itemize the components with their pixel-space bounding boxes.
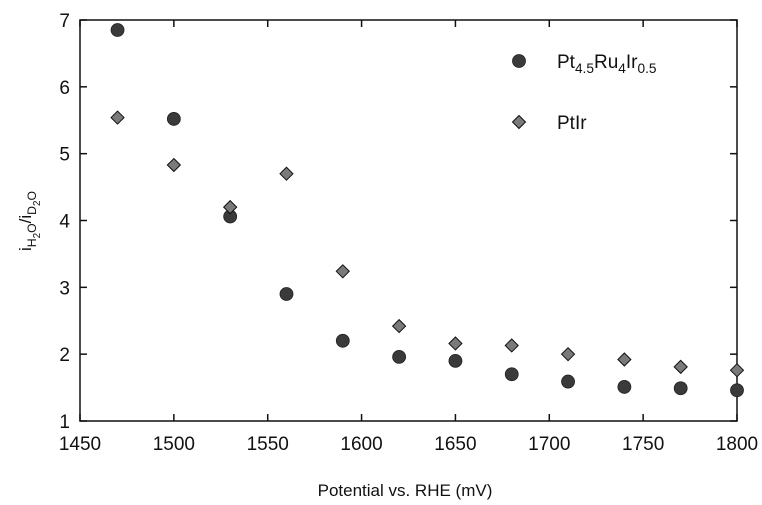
label-part: 4 bbox=[618, 61, 626, 76]
circle-point bbox=[392, 349, 407, 364]
label-part: Ir bbox=[626, 52, 638, 73]
y-axis-title: iH2O/iD2O bbox=[16, 191, 43, 251]
plot-frame bbox=[79, 19, 738, 422]
diamond-point bbox=[335, 264, 351, 279]
x-axis-ticks: 1450 1500 1550 1600 1650 1700 1750 1800 bbox=[59, 20, 758, 455]
diamond-point bbox=[448, 336, 463, 351]
diamond-point bbox=[560, 346, 576, 362]
x-tick-label: 1800 bbox=[716, 434, 758, 455]
legend-label: PtIr bbox=[557, 113, 587, 134]
y-tick-label: 3 bbox=[59, 278, 70, 299]
diamond-point bbox=[279, 166, 294, 181]
y-tick-label: 7 bbox=[59, 11, 70, 32]
circle-point bbox=[561, 374, 575, 389]
x-tick-label: 1600 bbox=[340, 434, 382, 455]
circle-point bbox=[730, 383, 744, 398]
y-tick-label: 4 bbox=[59, 212, 70, 233]
circle-point bbox=[673, 381, 688, 396]
diamond-point bbox=[504, 338, 519, 353]
data-points bbox=[110, 23, 745, 398]
y-title-part: O bbox=[25, 223, 39, 233]
y-title-part: /i bbox=[16, 215, 35, 224]
x-tick-label: 1750 bbox=[622, 434, 664, 455]
circle-point bbox=[279, 287, 294, 301]
legend-diamond-marker bbox=[511, 114, 527, 130]
y-axis-ticks: 1 2 3 4 5 6 7 bbox=[59, 11, 737, 433]
y-title-part: 2 bbox=[32, 233, 43, 238]
y-tick-label: 1 bbox=[59, 412, 70, 433]
diamond-point bbox=[391, 318, 407, 334]
y-title-part: 2 bbox=[32, 201, 43, 206]
y-title-part: i bbox=[16, 247, 35, 251]
circle-point bbox=[166, 112, 181, 126]
legend-item: Pt4.5Ru4Ir0.5 bbox=[512, 52, 657, 76]
legend-item: PtIr bbox=[511, 113, 587, 134]
legend-label: Pt4.5Ru4Ir0.5 bbox=[557, 52, 657, 76]
circle-point bbox=[448, 353, 463, 368]
diamond-point bbox=[166, 157, 182, 173]
y-tick-label: 5 bbox=[59, 145, 70, 166]
label-part: 4.5 bbox=[575, 61, 594, 76]
legend-circle-marker bbox=[512, 54, 526, 68]
circle-point bbox=[335, 333, 350, 348]
x-tick-label: 1700 bbox=[528, 434, 570, 455]
diamond-point bbox=[110, 110, 125, 125]
x-tick-label: 1500 bbox=[153, 434, 195, 455]
y-title-part: O bbox=[25, 191, 39, 201]
label-part: PtIr bbox=[557, 113, 587, 134]
y-tick-label: 6 bbox=[59, 78, 70, 99]
label-part: 0.5 bbox=[637, 61, 656, 76]
label-part: Pt bbox=[557, 52, 576, 73]
diamond-point bbox=[222, 199, 238, 215]
y-tick-label: 2 bbox=[59, 345, 70, 366]
x-tick-label: 1650 bbox=[434, 434, 476, 455]
circle-point bbox=[617, 380, 632, 394]
x-axis-title: Potential vs. RHE (mV) bbox=[318, 481, 493, 500]
circle-point bbox=[110, 23, 125, 37]
circle-point bbox=[504, 367, 519, 382]
y-title-part: D bbox=[25, 206, 39, 215]
diamond-point bbox=[673, 359, 688, 375]
diamond-point bbox=[617, 352, 632, 367]
diamond-point bbox=[729, 362, 745, 378]
y-title-part: H bbox=[25, 238, 39, 247]
label-part: Ru bbox=[594, 52, 618, 73]
x-tick-label: 1550 bbox=[247, 434, 289, 455]
x-tick-label: 1450 bbox=[59, 434, 101, 455]
